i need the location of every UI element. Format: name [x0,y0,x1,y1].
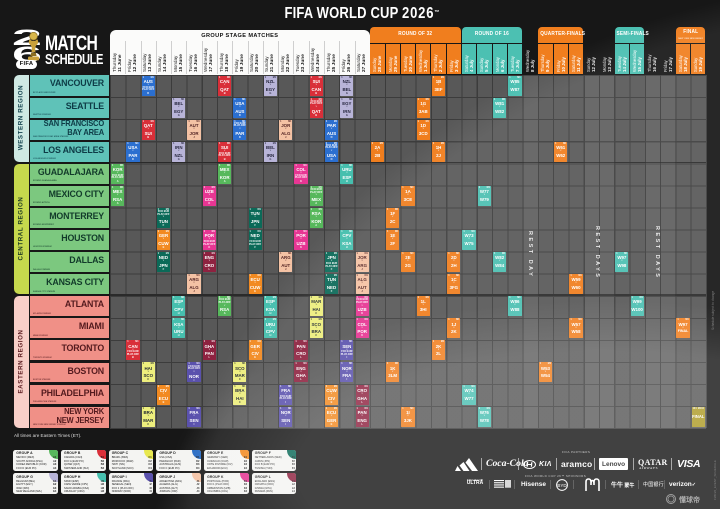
svg-text:BYD: BYD [557,483,567,488]
